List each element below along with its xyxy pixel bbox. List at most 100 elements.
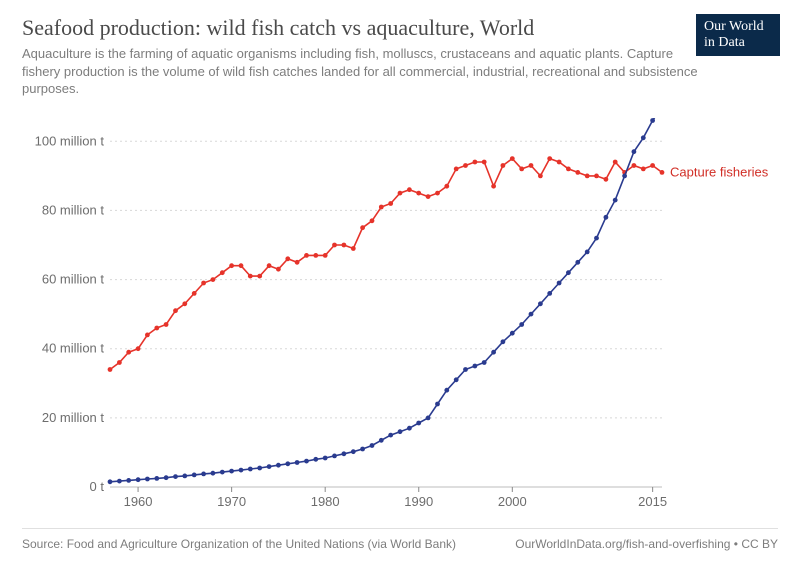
data-point: [407, 426, 412, 431]
data-point: [594, 236, 599, 241]
attribution-text: OurWorldInData.org/fish-and-overfishing …: [515, 537, 778, 551]
data-point: [360, 447, 365, 452]
data-point: [136, 346, 141, 351]
data-point: [454, 377, 459, 382]
data-point: [164, 322, 169, 327]
data-point: [501, 163, 506, 168]
data-point: [108, 479, 113, 484]
data-point: [239, 468, 244, 473]
data-point: [407, 187, 412, 192]
data-point: [491, 350, 496, 355]
y-tick-label: 60 million t: [42, 272, 105, 287]
data-point: [566, 167, 571, 172]
header: Seafood production: wild fish catch vs a…: [22, 15, 778, 98]
data-point: [388, 201, 393, 206]
data-point: [379, 205, 384, 210]
data-point: [182, 474, 187, 479]
data-point: [501, 339, 506, 344]
page: Our World in Data Seafood production: wi…: [0, 0, 800, 565]
data-point: [585, 250, 590, 255]
data-point: [482, 360, 487, 365]
data-point: [126, 350, 131, 355]
data-point: [510, 156, 515, 161]
y-tick-label: 40 million t: [42, 341, 105, 356]
data-point: [276, 267, 281, 272]
data-point: [632, 149, 637, 154]
data-point: [435, 191, 440, 196]
data-point: [463, 163, 468, 168]
data-point: [351, 246, 356, 251]
data-point: [604, 177, 609, 182]
data-point: [201, 472, 206, 477]
data-point: [182, 301, 187, 306]
data-point: [641, 135, 646, 140]
data-point: [211, 277, 216, 282]
data-point: [295, 460, 300, 465]
data-point: [342, 243, 347, 248]
data-point: [388, 433, 393, 438]
data-point: [126, 478, 131, 483]
data-point: [613, 160, 618, 165]
data-point: [276, 463, 281, 468]
data-point: [575, 260, 580, 265]
data-point: [201, 281, 206, 286]
data-point: [557, 281, 562, 286]
data-point: [538, 301, 543, 306]
data-point: [285, 461, 290, 466]
x-tick-label: 1960: [124, 494, 153, 509]
source-text: Source: Food and Agriculture Organizatio…: [22, 537, 456, 551]
data-point: [444, 184, 449, 189]
data-point: [435, 402, 440, 407]
data-point: [557, 160, 562, 165]
data-point: [192, 291, 197, 296]
data-point: [585, 174, 590, 179]
data-point: [491, 184, 496, 189]
data-point: [220, 470, 225, 475]
data-point: [117, 360, 122, 365]
data-point: [398, 429, 403, 434]
data-point: [426, 194, 431, 199]
data-point: [173, 308, 178, 313]
data-point: [304, 253, 309, 258]
x-tick-label: 1980: [311, 494, 340, 509]
data-point: [342, 451, 347, 456]
data-point: [267, 464, 272, 469]
data-point: [220, 270, 225, 275]
data-point: [370, 443, 375, 448]
data-point: [416, 191, 421, 196]
footer: Source: Food and Agriculture Organizatio…: [22, 528, 778, 551]
chart-subtitle: Aquaculture is the farming of aquatic or…: [22, 45, 702, 98]
data-point: [575, 170, 580, 175]
data-point: [313, 253, 318, 258]
data-point: [229, 263, 234, 268]
data-point: [622, 174, 627, 179]
y-tick-label: 80 million t: [42, 202, 105, 217]
data-point: [547, 156, 552, 161]
data-point: [547, 291, 552, 296]
y-tick-label: 0 t: [90, 479, 105, 494]
data-point: [454, 167, 459, 172]
data-point: [444, 388, 449, 393]
data-point: [594, 174, 599, 179]
data-point: [379, 438, 384, 443]
data-point: [173, 474, 178, 479]
x-tick-label: 1970: [217, 494, 246, 509]
data-point: [154, 326, 159, 331]
data-point: [650, 163, 655, 168]
data-point: [145, 477, 150, 482]
data-point: [211, 471, 216, 476]
data-point: [154, 476, 159, 481]
data-point: [295, 260, 300, 265]
data-point: [529, 163, 534, 168]
data-point: [332, 454, 337, 459]
data-point: [473, 160, 478, 165]
data-point: [426, 416, 431, 421]
line-chart: 0 t20 million t40 million t60 million t8…: [22, 118, 778, 513]
chart-title: Seafood production: wild fish catch vs a…: [22, 15, 778, 41]
data-point: [136, 477, 141, 482]
data-point: [108, 367, 113, 372]
data-point: [519, 167, 524, 172]
data-point: [239, 263, 244, 268]
data-point: [370, 218, 375, 223]
data-point: [257, 466, 262, 471]
